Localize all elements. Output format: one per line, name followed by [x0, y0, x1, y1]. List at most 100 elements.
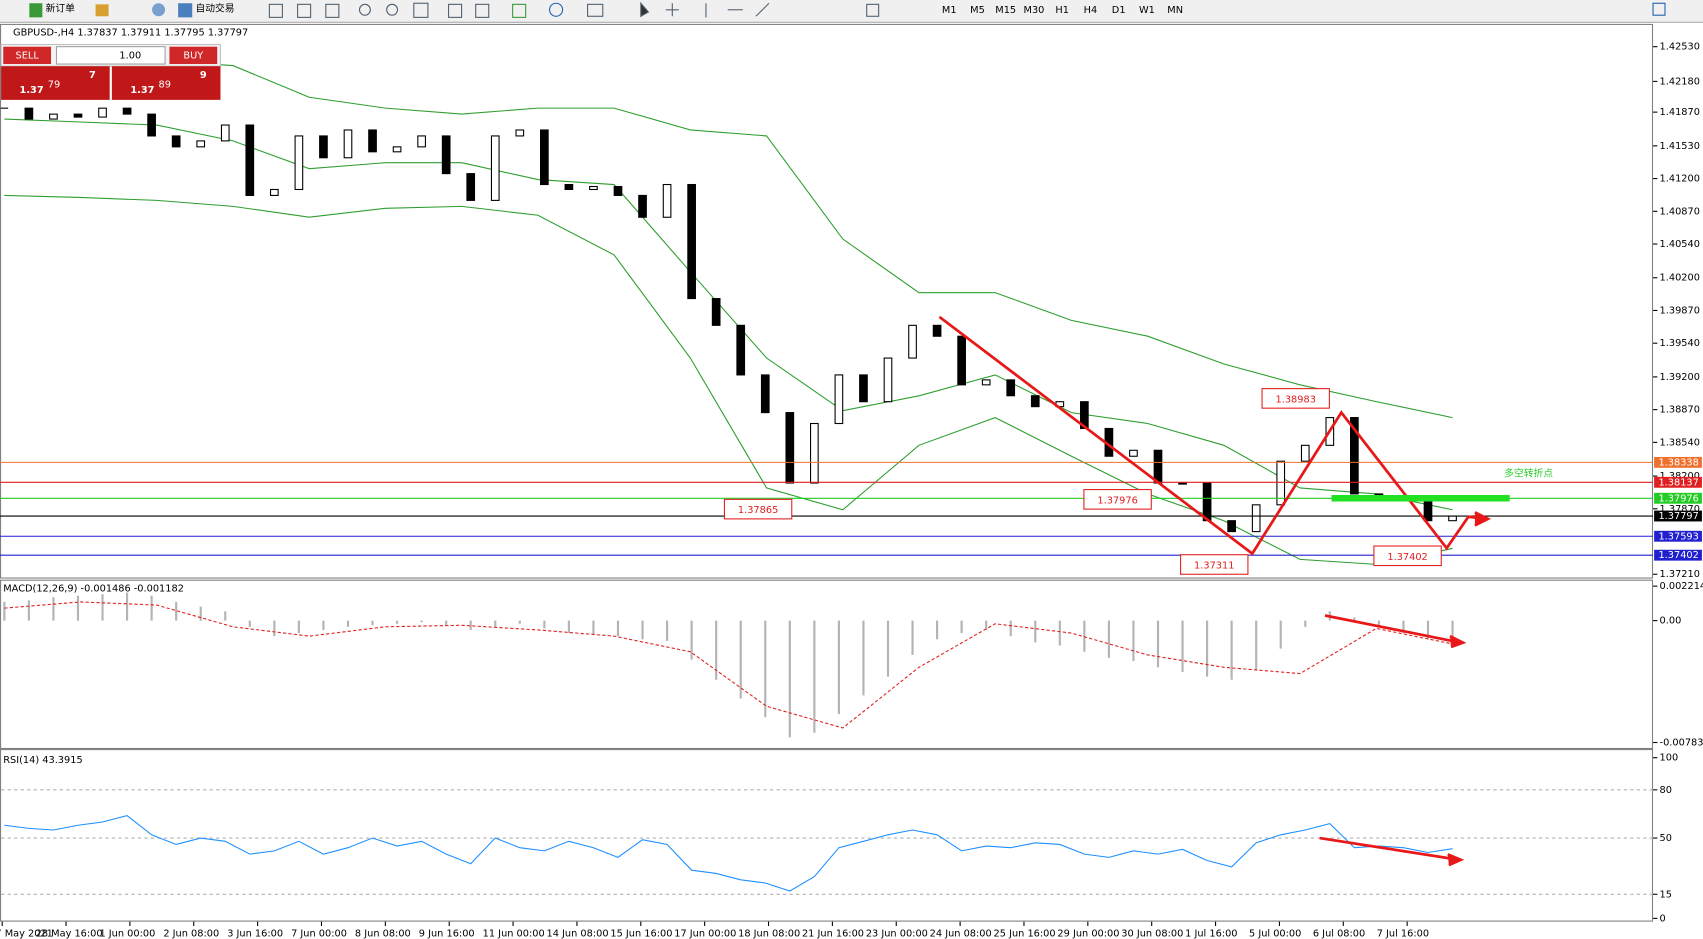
x-tick-label: 9 Jun 16:00 [419, 929, 475, 939]
candle [1202, 482, 1212, 522]
analysis-drawing [938, 315, 1491, 867]
buy-price-pips[interactable]: 89 [159, 80, 171, 91]
zoom-in[interactable] [358, 3, 371, 16]
toolbar-icon[interactable] [325, 3, 340, 18]
crosshair-tool[interactable] [665, 3, 679, 17]
candle [49, 113, 58, 120]
candle [1423, 498, 1433, 522]
timeframe-button[interactable]: MN [1167, 5, 1183, 16]
x-tick-label: 23 Jun 00:00 [866, 929, 928, 939]
y-tick-label: 1.38540 [1660, 437, 1700, 448]
toolbar-icon[interactable] [95, 4, 109, 17]
y-tick-label: 1.40200 [1660, 273, 1700, 284]
timeframe-button[interactable]: M5 [970, 5, 985, 16]
y-tick-label: 1.39540 [1660, 338, 1700, 349]
toolbar-icon[interactable] [152, 3, 166, 17]
candle [908, 324, 917, 359]
new-order-icon[interactable] [29, 3, 43, 18]
macd-divergence [1324, 614, 1462, 644]
auto-trading-icon[interactable] [178, 3, 193, 18]
x-tick-label: 8 Jun 08:00 [355, 929, 411, 939]
main-chart-frame [0, 23, 1654, 579]
candle [540, 129, 549, 186]
timeframe-button[interactable]: H4 [1084, 5, 1098, 16]
y-tick-label: 1.40870 [1660, 206, 1700, 217]
sell-button[interactable] [3, 46, 52, 65]
price-level-label: 1.37797 [1658, 511, 1698, 522]
candle [220, 124, 230, 142]
timeframe-button[interactable]: D1 [1112, 5, 1126, 16]
sell-price-box[interactable] [1, 66, 110, 100]
toolbar-icon[interactable] [512, 3, 527, 18]
candle [810, 422, 819, 484]
toolbar-icon[interactable] [268, 3, 283, 18]
buy-button[interactable] [169, 46, 218, 65]
sell-label[interactable]: SELL [16, 50, 40, 61]
sell-price-pips[interactable]: 79 [48, 80, 60, 91]
y-tick-label: 0.002214 [1660, 581, 1703, 592]
timeframe-button[interactable]: M30 [1024, 5, 1045, 16]
timeframe-button[interactable]: H1 [1055, 5, 1069, 16]
text-tool[interactable] [866, 3, 880, 17]
x-tick-label: 28 May 16:00 [36, 929, 103, 939]
x-tick-label: 7 Jul 16:00 [1377, 929, 1429, 939]
rsi-frame [0, 749, 1654, 922]
price-level-label: 1.37976 [1658, 493, 1698, 504]
timeframe-button[interactable]: M1 [942, 5, 957, 16]
trendline-tool[interactable] [755, 2, 770, 17]
toolbar-icon[interactable] [475, 3, 490, 18]
y-tick-label: 50 [1660, 833, 1672, 844]
toolbar-icon[interactable] [448, 3, 463, 18]
buy-label[interactable]: BUY [183, 50, 203, 61]
buy-price-box[interactable] [111, 66, 221, 100]
price-level-box [1654, 510, 1702, 522]
price-level-box [1654, 456, 1702, 468]
toolbar-icon[interactable] [413, 2, 429, 18]
y-tick-label: 1.38200 [1660, 471, 1700, 482]
candle [294, 135, 304, 191]
candle [1129, 449, 1138, 457]
candle [638, 194, 647, 218]
y-tick-label: 100 [1660, 753, 1679, 764]
auto-trading-button[interactable]: 自动交易 [195, 2, 234, 15]
price-annotation: 1.37865 [738, 505, 778, 516]
x-tick-label: 2 Jun 08:00 [163, 929, 219, 939]
price-level-label: 1.37402 [1658, 550, 1698, 561]
candle [368, 129, 377, 153]
candle [981, 379, 991, 386]
buy-price-frac[interactable]: 9 [200, 70, 207, 81]
timeframe-button[interactable]: W1 [1139, 5, 1155, 16]
x-tick-label: 1 Jul 16:00 [1185, 929, 1237, 939]
x-tick-label: 1 Jun 00:00 [99, 929, 155, 939]
candle [1276, 460, 1286, 506]
zigzag [938, 315, 1486, 556]
price-level-label: 1.37593 [1658, 531, 1698, 542]
sell-price-big[interactable]: 1.37 [20, 85, 44, 96]
candle [270, 188, 279, 196]
price-annotation-box [1180, 554, 1249, 575]
zoom-out[interactable] [386, 3, 399, 16]
cursor-tool[interactable] [640, 1, 650, 18]
buy-price-big[interactable]: 1.37 [130, 85, 154, 96]
y-tick-label: 1.41870 [1660, 107, 1700, 118]
lot-value[interactable]: 1.00 [119, 50, 141, 61]
lot-input[interactable] [55, 46, 166, 65]
candle [98, 107, 107, 118]
y-tick-label: 15 [1660, 889, 1672, 900]
chart-title: GBPUSD-,H4 1.37837 1.37911 1.37795 1.377… [13, 28, 248, 39]
timeframe-button[interactable]: M15 [995, 5, 1016, 16]
search[interactable] [1652, 2, 1666, 16]
candle [319, 135, 328, 159]
toolbar-icon[interactable] [587, 3, 604, 17]
sell-price-frac[interactable]: 7 [89, 70, 96, 81]
y-tick-label: 1.42530 [1660, 42, 1700, 53]
toolbar-icon[interactable] [297, 3, 312, 18]
toolbar-icon[interactable] [549, 2, 564, 17]
candle [859, 374, 868, 403]
candle [245, 124, 255, 196]
x-tick-label: 24 Jun 08:00 [930, 929, 992, 939]
price-annotation-box [723, 498, 793, 520]
price-level-label: 1.38338 [1658, 457, 1698, 468]
new-order-button[interactable]: 新订单 [46, 2, 76, 15]
x-tick-label: 7 Jun 00:00 [291, 929, 347, 939]
